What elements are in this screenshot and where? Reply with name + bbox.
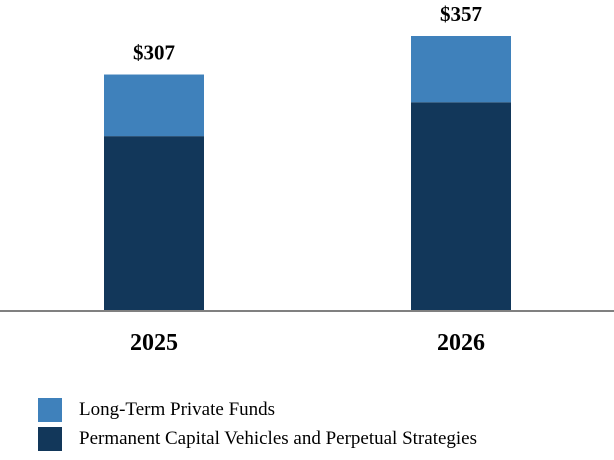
legend-swatch-long-term-private-funds (38, 397, 62, 422)
legend-item-permanent-capital: Permanent Capital Vehicles and Perpetual… (38, 424, 477, 453)
total-label-2025: $307 (133, 41, 175, 65)
bar-2025-long-term-private-funds (104, 74, 204, 137)
x-tick-label-2026: 2026 (437, 330, 485, 356)
legend-label-long-term-private-funds: Long-Term Private Funds (79, 398, 276, 420)
bar-2026-long-term-private-funds (411, 36, 511, 103)
bar-2026-permanent-capital (411, 102, 511, 312)
chart-legend: Long-Term Private Funds Permanent Capita… (38, 395, 477, 453)
x-tick-label-2025: 2025 (130, 330, 178, 356)
total-label-2026: $357 (440, 2, 482, 26)
bar-2025-permanent-capital (104, 136, 204, 311)
legend-label-permanent-capital: Permanent Capital Vehicles and Perpetual… (79, 427, 478, 449)
legend-swatch-permanent-capital (38, 426, 62, 451)
legend-item-long-term-private-funds: Long-Term Private Funds (38, 395, 477, 424)
